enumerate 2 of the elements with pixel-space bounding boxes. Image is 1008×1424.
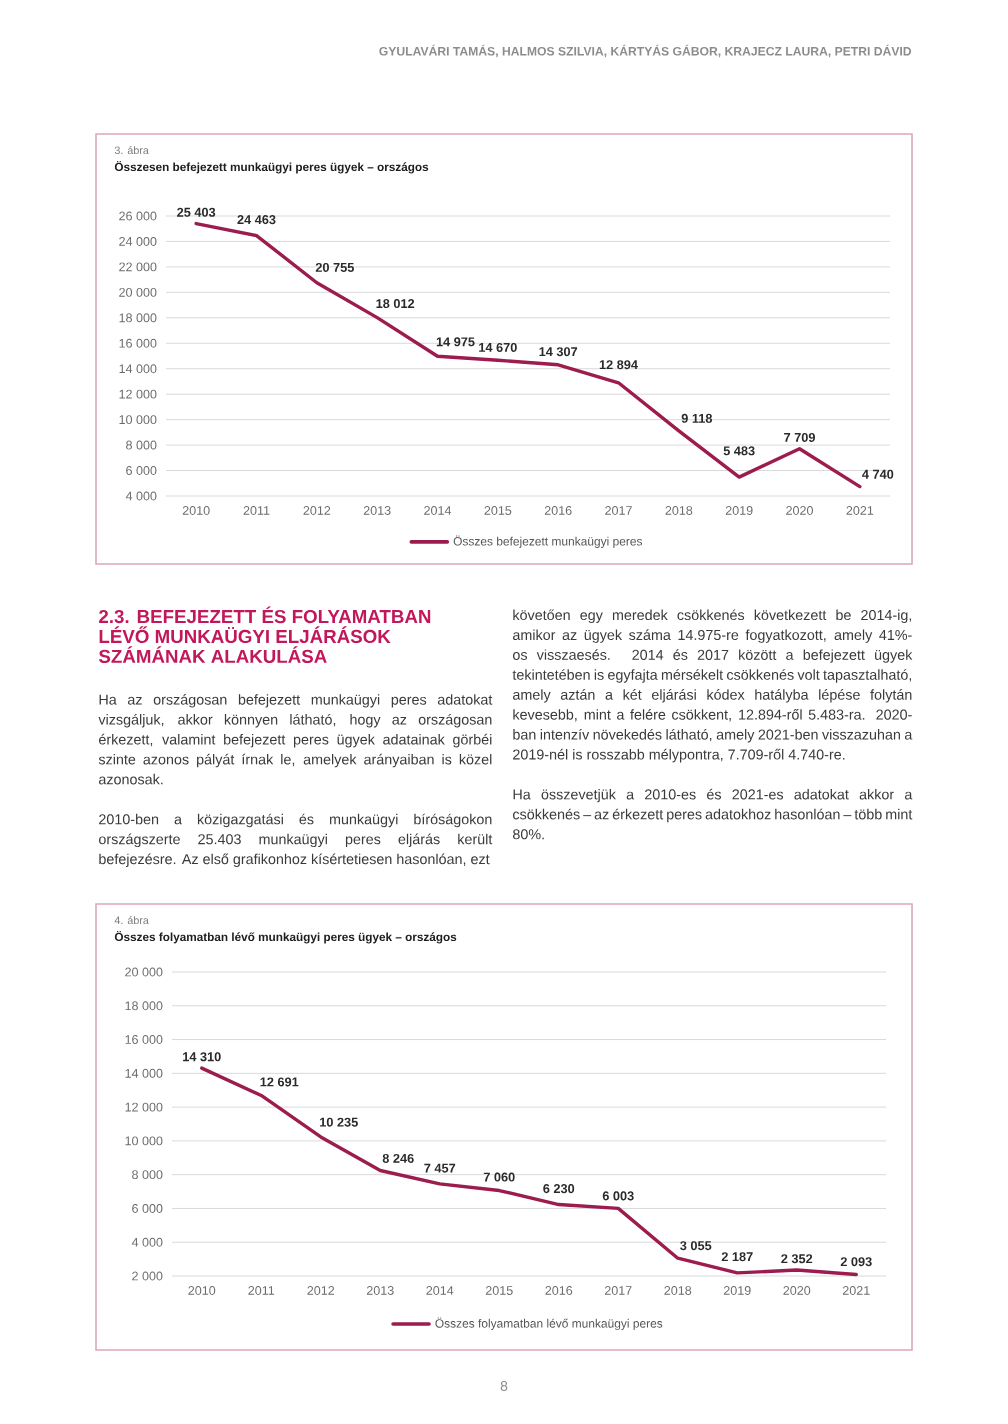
- text: 2.3. BEFEJEZETT ÉS FOLYAMATBAN LÉVŐ MUNKAÜGYI ELJÁRÁSOK SZÁMÁNAK ALAKULÁSA: [98, 606, 431, 664]
- line-series: [194, 221, 862, 489]
